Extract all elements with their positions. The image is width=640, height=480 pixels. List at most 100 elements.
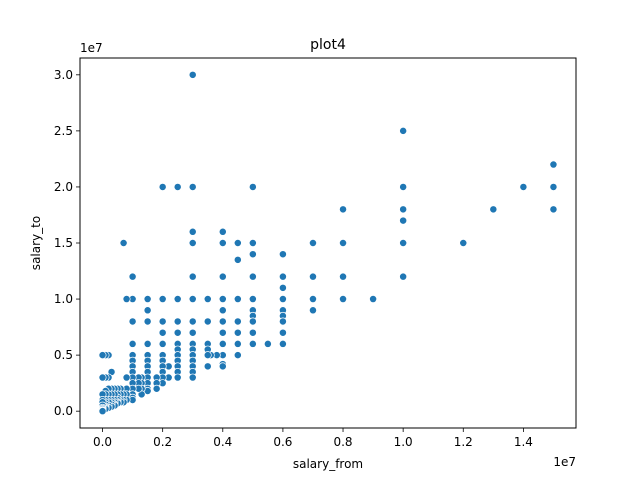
data-point — [218, 272, 227, 281]
x-axis-ticks: 0.0 0.2 0.4 0.6 0.8 1.0 1.2 1.4 — [93, 428, 533, 449]
data-point — [309, 272, 317, 281]
data-point — [549, 205, 558, 214]
y-tick-label: 1.0 — [54, 292, 73, 306]
data-point — [248, 250, 257, 259]
data-point — [119, 239, 128, 247]
data-point — [173, 328, 182, 337]
data-point — [218, 239, 227, 247]
data-point — [218, 227, 227, 236]
x-tick-label: 0.4 — [213, 435, 232, 449]
data-point — [309, 295, 317, 304]
data-point — [188, 373, 197, 382]
data-point — [188, 295, 197, 304]
data-point — [278, 317, 287, 326]
x-tick-label: 1.4 — [514, 435, 533, 449]
data-point — [173, 373, 182, 382]
data-point — [248, 239, 257, 247]
data-point — [128, 339, 137, 348]
data-point — [248, 295, 257, 304]
x-axis-offset-label: 1e7 — [553, 455, 576, 469]
data-point — [143, 317, 152, 326]
data-point — [278, 339, 287, 348]
data-point — [233, 255, 242, 264]
data-point — [369, 295, 378, 304]
y-axis-offset-label: 1e7 — [80, 41, 103, 55]
data-point — [233, 295, 242, 304]
y-tick-label: 2.0 — [54, 180, 73, 194]
data-point — [233, 339, 242, 348]
data-point — [158, 317, 167, 326]
data-point — [399, 216, 408, 225]
data-point — [233, 351, 242, 360]
data-point — [399, 239, 408, 247]
data-point — [218, 317, 227, 326]
data-point — [203, 295, 212, 304]
data-point — [278, 328, 287, 337]
data-point — [188, 328, 197, 337]
data-point — [218, 295, 227, 304]
x-tick-label: 0.0 — [93, 435, 112, 449]
plot-area-background — [80, 58, 576, 428]
data-point — [309, 239, 317, 247]
y-tick-label: 0.5 — [54, 348, 73, 362]
data-point — [248, 182, 257, 191]
x-tick-label: 1.2 — [454, 435, 473, 449]
data-point — [549, 160, 558, 169]
x-tick-label: 0.2 — [153, 435, 172, 449]
data-point — [143, 339, 152, 348]
x-axis-label: salary_from — [293, 457, 363, 471]
data-point — [399, 205, 408, 214]
data-point — [248, 272, 257, 281]
data-point — [152, 384, 161, 393]
data-point — [143, 306, 152, 315]
data-point — [218, 306, 227, 315]
chart-title: plot4 — [310, 37, 346, 53]
data-point — [399, 182, 408, 191]
data-point — [339, 272, 347, 281]
data-point — [278, 295, 287, 304]
data-point — [128, 317, 137, 326]
data-point — [218, 328, 227, 337]
data-point — [339, 205, 347, 214]
data-point — [263, 339, 272, 348]
data-point — [248, 328, 257, 337]
data-point — [278, 283, 287, 292]
data-point — [188, 182, 197, 191]
data-point — [158, 328, 167, 337]
data-point — [188, 70, 197, 79]
y-axis-ticks: 0.0 0.5 1.0 1.5 2.0 2.5 3.0 — [54, 68, 80, 418]
data-point — [188, 227, 197, 236]
data-point — [278, 250, 287, 259]
data-point — [173, 182, 182, 191]
data-point — [122, 373, 131, 382]
x-tick-label: 0.8 — [333, 435, 352, 449]
data-point — [489, 205, 498, 214]
data-point — [218, 339, 227, 348]
data-point — [519, 182, 528, 191]
data-point — [459, 239, 468, 247]
data-point — [158, 295, 167, 304]
data-point — [98, 373, 107, 382]
data-point — [549, 182, 558, 191]
data-point — [218, 362, 227, 371]
y-tick-label: 0.0 — [54, 404, 73, 418]
data-point — [399, 272, 408, 281]
data-point — [188, 272, 197, 281]
data-point — [158, 339, 167, 348]
data-point — [339, 239, 347, 247]
data-point — [339, 295, 347, 304]
y-tick-label: 2.5 — [54, 124, 73, 138]
data-point — [309, 306, 317, 315]
data-point — [233, 317, 242, 326]
data-point — [98, 407, 107, 416]
data-point — [248, 317, 257, 326]
x-tick-label: 1.0 — [394, 435, 413, 449]
data-point — [122, 295, 131, 304]
data-point — [233, 239, 242, 247]
data-point — [278, 272, 287, 281]
y-tick-label: 3.0 — [54, 68, 73, 82]
data-point — [248, 339, 257, 348]
data-point — [188, 317, 197, 326]
data-point — [173, 295, 182, 304]
